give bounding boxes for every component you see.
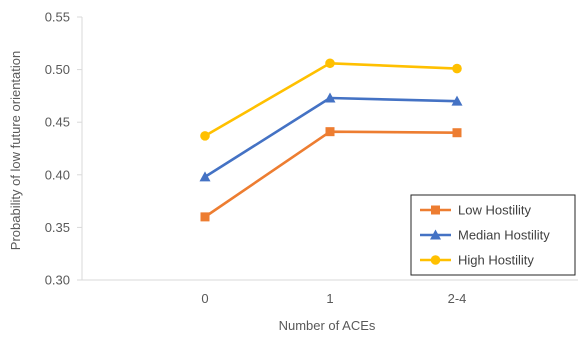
legend-label: Median Hostility — [458, 228, 550, 243]
legend-item: Median Hostility — [420, 228, 550, 243]
legend-item: Low Hostility — [420, 203, 531, 218]
y-tick-label: 0.30 — [45, 273, 70, 288]
x-tick-label: 2-4 — [448, 291, 467, 306]
data-point — [325, 127, 335, 137]
legend: Low Hostility Median Hostility High Hostil… — [410, 194, 576, 276]
y-tick-label: 0.35 — [45, 220, 70, 235]
data-point — [200, 212, 210, 222]
series-layer — [199, 58, 463, 222]
y-tick-label: 0.45 — [45, 115, 70, 130]
x-tick-label: 0 — [201, 291, 208, 306]
axes-layer: 0.30 0.35 0.40 0.45 0.50 0.55 0 1 2-4 — [45, 10, 578, 306]
legend-item: High Hostility — [420, 253, 534, 268]
data-point — [325, 58, 335, 69]
data-point — [452, 63, 462, 74]
x-tick-label: 1 — [326, 291, 333, 306]
series-line — [203, 96, 459, 179]
legend-label: High Hostility — [458, 253, 534, 268]
legend-marker — [430, 229, 441, 240]
data-point — [199, 171, 211, 182]
x-axis-title: Number of ACEs — [279, 318, 376, 333]
y-axis-title: Probability of low future orientation — [8, 51, 23, 250]
data-point — [451, 95, 463, 106]
data-point — [200, 131, 210, 141]
y-tick-label: 0.40 — [45, 167, 70, 182]
series-low-hostility — [200, 127, 462, 222]
y-tick-label: 0.55 — [45, 10, 70, 25]
legend-marker — [431, 205, 440, 215]
y-tick-label: 0.50 — [45, 62, 70, 77]
legend-label: Low Hostility — [458, 203, 531, 218]
data-point — [324, 92, 336, 103]
legend-marker — [430, 255, 441, 265]
data-point — [452, 128, 462, 138]
series-median-hostility — [199, 92, 463, 182]
series-high-hostility — [200, 58, 462, 141]
